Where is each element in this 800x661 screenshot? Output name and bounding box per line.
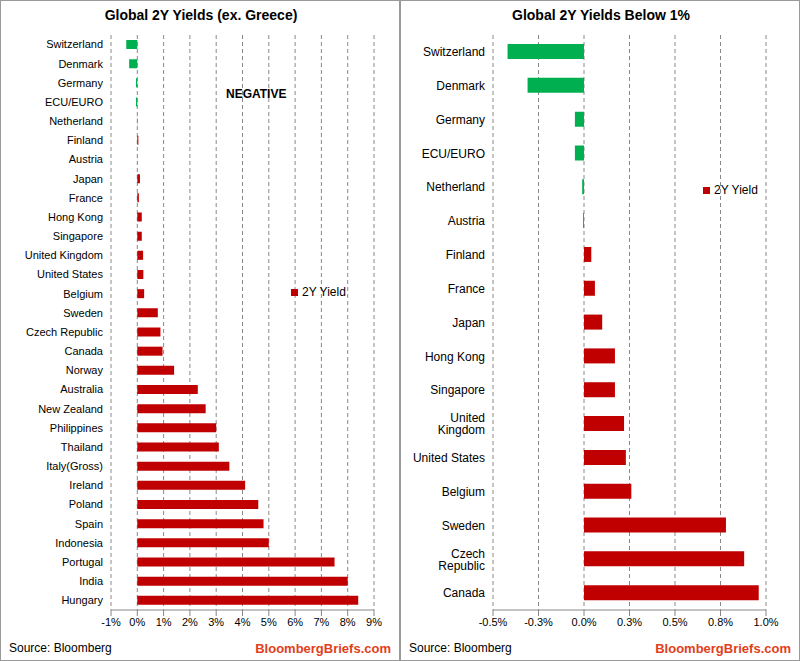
svg-text:Denmark: Denmark — [58, 58, 103, 70]
svg-text:8%: 8% — [340, 616, 356, 628]
svg-text:Switzerland: Switzerland — [46, 38, 103, 50]
svg-text:ECU/EURO: ECU/EURO — [422, 147, 485, 161]
svg-text:United States: United States — [37, 268, 104, 280]
svg-text:France: France — [448, 282, 486, 296]
svg-text:5%: 5% — [261, 616, 277, 628]
svg-text:9%: 9% — [366, 616, 382, 628]
html-text:Source: Bloomberg: Source: Bloomberg — [409, 641, 512, 655]
html-text:BloombergBriefs.com: BloombergBriefs.com — [655, 641, 791, 656]
svg-text:1%: 1% — [156, 616, 172, 628]
svg-text:Indonesia: Indonesia — [55, 537, 104, 549]
html-text:BloombergBriefs.com: BloombergBriefs.com — [255, 641, 391, 656]
html-text:Global 2Y Yields Below 1%: Global 2Y Yields Below 1% — [512, 7, 690, 23]
svg-text:Finland: Finland — [446, 248, 485, 262]
html-text:2Y Yield: 2Y Yield — [714, 183, 758, 197]
svg-text:Ireland: Ireland — [69, 479, 103, 491]
svg-text:Belgium: Belgium — [63, 288, 103, 300]
svg-text:Hungary: Hungary — [61, 594, 103, 606]
svg-text:Germany: Germany — [58, 77, 104, 89]
svg-text:0.5%: 0.5% — [662, 616, 687, 628]
svg-text:New Zealand: New Zealand — [38, 403, 103, 415]
svg-text:Denmark: Denmark — [436, 79, 486, 93]
svg-text:Hong Kong: Hong Kong — [425, 350, 485, 364]
svg-text:Canada: Canada — [443, 586, 485, 600]
svg-text:Czech Republic: Czech Republic — [26, 326, 104, 338]
svg-text:Sweden: Sweden — [442, 519, 485, 533]
svg-text:Poland: Poland — [69, 498, 103, 510]
svg-text:1.0%: 1.0% — [753, 616, 778, 628]
svg-text:0.8%: 0.8% — [708, 616, 733, 628]
svg-text:0.3%: 0.3% — [617, 616, 642, 628]
svg-text:4%: 4% — [235, 616, 251, 628]
svg-text:France: France — [69, 192, 103, 204]
svg-text:2%: 2% — [182, 616, 198, 628]
svg-text:Germany: Germany — [436, 113, 485, 127]
svg-text:Australia: Australia — [60, 383, 104, 395]
svg-text:0.0%: 0.0% — [571, 616, 596, 628]
svg-text:Japan: Japan — [73, 173, 103, 185]
html-text:Source: Bloomberg: Source: Bloomberg — [9, 641, 112, 655]
svg-text:India: India — [79, 575, 104, 587]
svg-text:6%: 6% — [287, 616, 303, 628]
svg-text:Hong Kong: Hong Kong — [48, 211, 103, 223]
svg-text:Netherland: Netherland — [49, 115, 103, 127]
svg-text:Singapore: Singapore — [430, 383, 485, 397]
svg-text:Philippines: Philippines — [50, 422, 104, 434]
html-text:Global 2Y Yields (ex. Greece): Global 2Y Yields (ex. Greece) — [104, 7, 298, 23]
svg-text:ECU/EURO: ECU/EURO — [45, 96, 104, 108]
svg-text:-0.5%: -0.5% — [479, 616, 508, 628]
svg-text:-1%: -1% — [101, 616, 121, 628]
svg-text:Japan: Japan — [452, 316, 485, 330]
svg-text:-0.3%: -0.3% — [524, 616, 553, 628]
svg-text:Austria: Austria — [69, 153, 104, 165]
svg-text:Thailand: Thailand — [61, 441, 103, 453]
svg-text:United Kingdom: United Kingdom — [25, 249, 103, 261]
svg-text:Belgium: Belgium — [442, 485, 485, 499]
svg-text:Singapore: Singapore — [53, 230, 103, 242]
svg-text:Austria: Austria — [448, 214, 486, 228]
html-text:NEGATIVE: NEGATIVE — [226, 87, 287, 101]
svg-text:3%: 3% — [208, 616, 224, 628]
svg-text:Norway: Norway — [66, 364, 104, 376]
svg-text:Italy(Gross): Italy(Gross) — [46, 460, 103, 472]
svg-text:Finland: Finland — [67, 134, 103, 146]
svg-text:UnitedKingdom: UnitedKingdom — [438, 411, 485, 437]
svg-text:Spain: Spain — [75, 518, 103, 530]
svg-text:Switzerland: Switzerland — [423, 45, 485, 59]
html-text:2Y Yield: 2Y Yield — [302, 285, 346, 299]
svg-text:Sweden: Sweden — [63, 307, 103, 319]
svg-text:7%: 7% — [313, 616, 329, 628]
svg-text:United States: United States — [413, 451, 485, 465]
svg-text:Portugal: Portugal — [62, 556, 103, 568]
svg-text:Netherland: Netherland — [426, 180, 485, 194]
svg-text:0%: 0% — [129, 616, 145, 628]
svg-text:Canada: Canada — [64, 345, 103, 357]
svg-text:CzechRepublic: CzechRepublic — [438, 547, 485, 573]
